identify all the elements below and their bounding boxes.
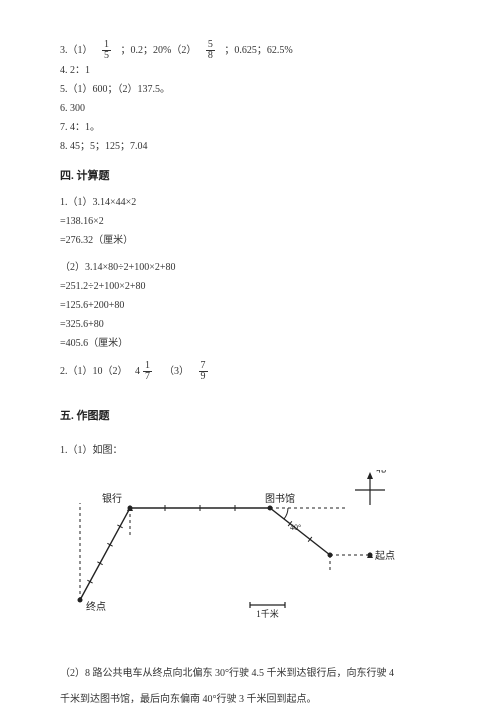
fraction-5-8: 58 (206, 40, 215, 61)
text: ；0.625；62.5% (224, 45, 292, 56)
answer-5: 5.（1）600；（2）137.5。 (60, 80, 440, 99)
fraction-1-5: 15 (102, 40, 111, 61)
calc-1-1a: 1.（1）3.14×44×2 (60, 193, 440, 212)
answer-4: 4. 2：1 (60, 61, 440, 80)
text: ；0.2；20%（2） (121, 45, 197, 56)
section-4-title: 四. 计算题 (60, 166, 440, 187)
text-line: 千米到达图书馆，最后向东偏南 40°行驶 3 千米回到起点。 (60, 687, 440, 713)
svg-text:图书馆: 图书馆 (265, 492, 295, 505)
fraction-7-9: 79 (199, 361, 208, 382)
calc-1-1b: =138.16×2 (60, 212, 440, 231)
text: 3.（1） (60, 45, 93, 56)
mixed-4-1-7: 4 17 (135, 361, 154, 382)
text: 2.（1）10（2） (60, 366, 128, 377)
svg-text:40°: 40° (290, 523, 301, 532)
den: 5 (102, 51, 111, 61)
answer-3-1: 3.（1） 15 ；0.2；20%（2） 58 ；0.625；62.5% (60, 40, 440, 61)
drawing-2-answer: （2）8 路公共电车从终点向北偏东 30°行驶 4.5 千米到达银行后，向东行驶… (60, 661, 440, 713)
map-svg: 北 40° 银行 图书馆起点终点 1千米 (60, 470, 430, 640)
den: 9 (199, 372, 208, 382)
svg-text:银行: 银行 (102, 492, 122, 505)
map-diagram: 北 40° 银行 图书馆起点终点 1千米 (60, 470, 440, 647)
calc-1-2c: =125.6+200+80 (60, 296, 440, 315)
den: 7 (143, 372, 152, 382)
drawing-1-label: 1.（1）如图： (60, 441, 440, 460)
calc-1-2b: =251.2÷2+100×2+80 (60, 277, 440, 296)
svg-text:终点: 终点 (86, 600, 106, 613)
text: （3） (164, 366, 189, 377)
svg-text:北: 北 (376, 470, 386, 475)
calc-2: 2.（1）10（2） 4 17 （3） 79 (60, 361, 440, 382)
calc-1-2e: =405.6（厘米） (60, 334, 440, 353)
calc-1-2a: （2）3.14×80÷2+100×2+80 (60, 258, 440, 277)
svg-text:1千米: 1千米 (256, 608, 279, 619)
text-line: （2）8 路公共电车从终点向北偏东 30°行驶 4.5 千米到达银行后，向东行驶… (60, 661, 440, 687)
whole: 4 (135, 362, 140, 381)
answer-8: 8. 45；5；125；7.04 (60, 137, 440, 156)
answer-7: 7. 4：1。 (60, 118, 440, 137)
den: 8 (206, 51, 215, 61)
section-5-title: 五. 作图题 (60, 406, 440, 427)
calc-1-2d: =325.6+80 (60, 315, 440, 334)
svg-text:起点: 起点 (375, 550, 395, 562)
calc-1-1c: =276.32（厘米） (60, 231, 440, 250)
answer-6: 6. 300 (60, 99, 440, 118)
